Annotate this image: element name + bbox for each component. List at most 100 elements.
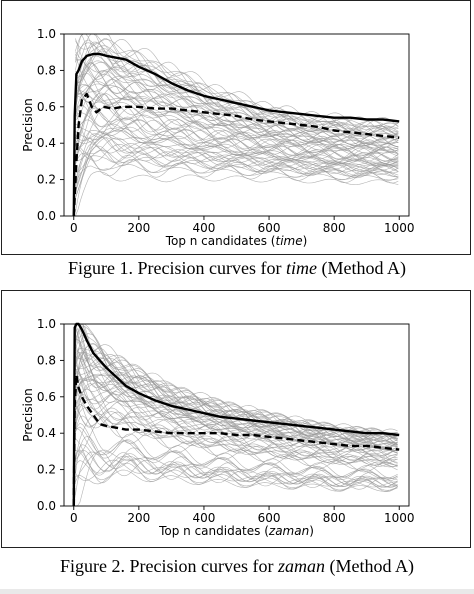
background-curve bbox=[75, 72, 399, 154]
y-tick-label: 0.8 bbox=[37, 63, 56, 77]
background-curve bbox=[75, 123, 399, 165]
background-curve bbox=[74, 451, 398, 507]
background-curve bbox=[75, 155, 399, 192]
figure-2-caption: Figure 2. Precision curves for zaman (Me… bbox=[0, 556, 474, 577]
background-curve bbox=[74, 381, 398, 467]
background-curve bbox=[74, 352, 398, 440]
background-curve bbox=[74, 382, 398, 454]
x-tick-label: 400 bbox=[192, 511, 215, 525]
x-tick-label: 0 bbox=[70, 511, 78, 525]
background-curve bbox=[74, 451, 398, 499]
background-curve bbox=[75, 38, 399, 141]
background-curve bbox=[75, 137, 399, 174]
caption-suffix: (Method A) bbox=[316, 258, 406, 278]
background-curve bbox=[74, 340, 398, 445]
background-curve bbox=[75, 136, 399, 199]
background-curve bbox=[75, 84, 399, 146]
background-curve bbox=[75, 143, 399, 194]
y-tick-label: 0.2 bbox=[37, 463, 56, 477]
dashed-precision-line bbox=[72, 373, 400, 507]
x-tick-label: 400 bbox=[192, 221, 215, 235]
background-curve bbox=[74, 364, 398, 457]
background-curve bbox=[75, 48, 399, 136]
background-curve bbox=[75, 33, 399, 135]
background-curve bbox=[75, 93, 399, 151]
background-curve bbox=[74, 416, 398, 473]
background-curve bbox=[74, 330, 398, 437]
background-curve bbox=[75, 133, 399, 188]
y-tick-label: 0.2 bbox=[37, 173, 56, 187]
y-tick-label: 0.8 bbox=[37, 353, 56, 367]
x-tick-label: 1000 bbox=[384, 511, 415, 525]
caption-suffix: (Method A) bbox=[324, 556, 414, 576]
caption-prefix: Figure 1. Precision curves for bbox=[68, 258, 286, 278]
background-curve bbox=[75, 127, 399, 166]
background-curve bbox=[74, 366, 398, 446]
background-curve bbox=[74, 422, 398, 482]
x-tick-label: 1000 bbox=[384, 221, 415, 235]
x-axis-label: Top n candidates (zaman) bbox=[158, 524, 314, 538]
x-axis-label: Top n candidates (time) bbox=[165, 234, 308, 248]
precision-chart-time: 0 200 400 600 800 1000 0.0 0.2 0.4 0.6 0.8 1.0 Top n… bbox=[21, 27, 415, 248]
precision-chart-zaman: 0 200 400 600 800 1000 0.0 0.2 0.4 0.6 0.8 1.0 Top n… bbox=[21, 317, 415, 538]
axes-frame bbox=[63, 33, 410, 217]
background-curve bbox=[75, 83, 399, 148]
background-curve bbox=[75, 142, 399, 175]
solid-precision-line bbox=[72, 52, 400, 217]
figure-1-caption: Figure 1. Precision curves for time (Met… bbox=[0, 258, 474, 279]
background-curve bbox=[74, 459, 398, 488]
y-tick-label: 0.4 bbox=[37, 136, 56, 150]
background-curve bbox=[75, 93, 399, 154]
background-curve bbox=[74, 449, 398, 484]
solid-precision-line bbox=[72, 322, 400, 507]
background-curve bbox=[74, 449, 398, 488]
background-curve bbox=[74, 444, 398, 488]
background-curve bbox=[74, 398, 398, 463]
y-tick-label: 0.0 bbox=[37, 499, 56, 513]
y-tick-label: 0.6 bbox=[37, 100, 56, 114]
background-curve bbox=[75, 145, 399, 212]
caption-term: zaman bbox=[277, 556, 325, 576]
background-curve bbox=[75, 152, 399, 181]
background-curve bbox=[75, 83, 399, 153]
background-curve bbox=[74, 323, 398, 450]
y-tick-label: 1.0 bbox=[37, 317, 56, 331]
background-curve bbox=[75, 85, 399, 152]
y-tick-label: 0.0 bbox=[37, 209, 56, 223]
background-curve bbox=[74, 427, 398, 480]
background-curve bbox=[74, 359, 398, 452]
background-curve bbox=[75, 50, 399, 135]
background-curve bbox=[74, 414, 398, 471]
x-tick-label: 800 bbox=[323, 511, 346, 525]
figure-2-frame: 0 200 400 600 800 1000 0.0 0.2 0.4 0.6 0.8 1.0 Top n… bbox=[1, 290, 471, 548]
page-bottom-edge bbox=[0, 589, 474, 594]
caption-term: time bbox=[285, 258, 317, 278]
background-curve bbox=[75, 105, 399, 164]
caption-prefix: Figure 2. Precision curves for bbox=[60, 556, 278, 576]
x-tick-label: 800 bbox=[323, 221, 346, 235]
background-curve bbox=[74, 469, 398, 492]
background-curve bbox=[75, 86, 399, 162]
background-curve bbox=[75, 133, 399, 169]
background-curve bbox=[74, 460, 398, 491]
axes-frame bbox=[63, 323, 410, 507]
x-tick-label: 0 bbox=[70, 221, 78, 235]
dashed-precision-line bbox=[72, 92, 400, 217]
background-curve bbox=[74, 323, 398, 448]
y-tick-label: 1.0 bbox=[37, 27, 56, 41]
x-tick-label: 200 bbox=[127, 221, 150, 235]
background-curve bbox=[75, 137, 399, 174]
y-axis-label: Precision bbox=[21, 98, 35, 152]
background-curve bbox=[75, 74, 399, 143]
background-curve bbox=[75, 154, 399, 184]
x-tick-label: 200 bbox=[127, 511, 150, 525]
background-curve bbox=[74, 401, 398, 466]
background-curve bbox=[75, 119, 399, 166]
x-tick-label: 600 bbox=[258, 221, 281, 235]
y-tick-label: 0.4 bbox=[37, 426, 56, 440]
background-curve bbox=[74, 406, 398, 466]
background-curve bbox=[75, 108, 399, 167]
background-curve bbox=[74, 437, 398, 488]
background-curve bbox=[74, 352, 398, 456]
y-tick-label: 0.6 bbox=[37, 390, 56, 404]
